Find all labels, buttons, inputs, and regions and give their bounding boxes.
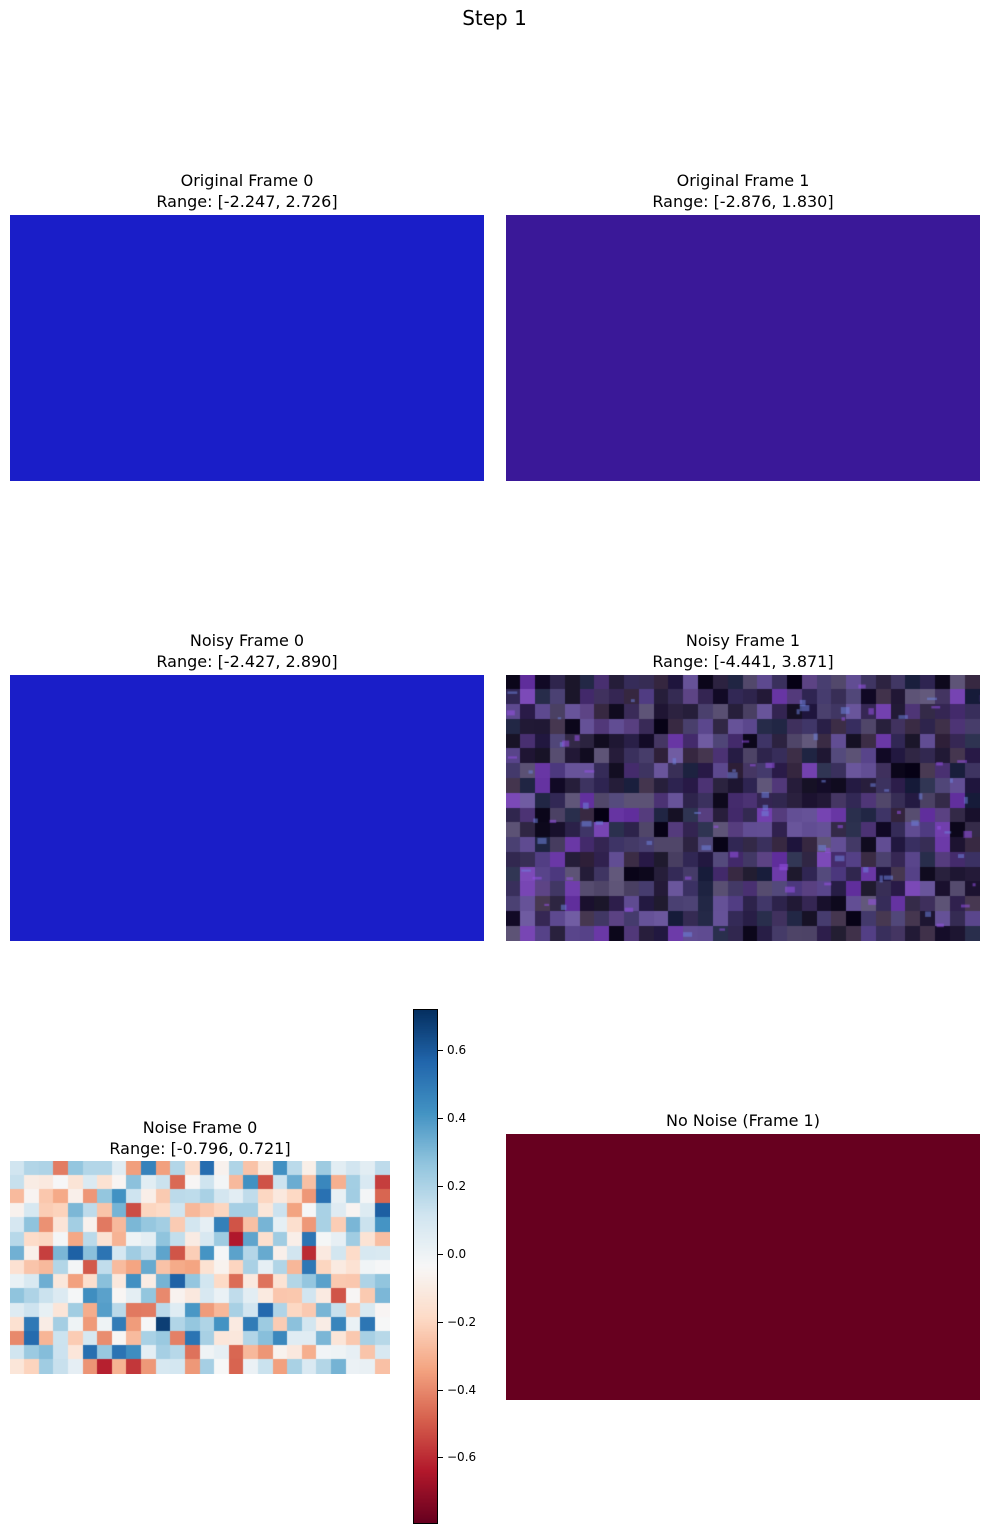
colorbar-tick [438, 1322, 443, 1323]
colorbar-tick-label: −0.6 [447, 1450, 477, 1464]
noise-heatmap [10, 1161, 390, 1374]
panel-range: Range: [-2.876, 1.830] [652, 192, 834, 211]
panel-title: Noisy Frame 1 [685, 631, 801, 650]
colorbar-tick [438, 1457, 443, 1458]
noisy-frame-0-image [10, 675, 484, 941]
panel-title-no-noise: No Noise (Frame 1) [506, 1110, 980, 1131]
panel-title-noisy-frame-1: Noisy Frame 1 Range: [-4.441, 3.871] [506, 630, 980, 672]
original-frame-0-image [10, 215, 484, 481]
no-noise-image [506, 1134, 980, 1400]
colorbar-tick [438, 1186, 443, 1187]
colorbar-tick [438, 1118, 443, 1119]
panel-range: Range: [-4.441, 3.871] [652, 652, 834, 671]
panel-title-noise-frame-0: Noise Frame 0 Range: [-0.796, 0.721] [10, 1117, 390, 1159]
panel-title-original-frame-0: Original Frame 0 Range: [-2.247, 2.726] [10, 170, 484, 212]
panel-range: Range: [-2.247, 2.726] [156, 192, 338, 211]
noisy-frame-1-image [506, 675, 980, 941]
colorbar-tick-label: 0.6 [447, 1043, 467, 1057]
colorbar-tick [438, 1390, 443, 1391]
panel-title: Original Frame 1 [676, 171, 810, 190]
original-frame-1-image [506, 215, 980, 481]
figure-title: Step 1 [462, 6, 527, 30]
colorbar-tick-label: 0.4 [447, 1111, 467, 1125]
colorbar-tick [438, 1254, 443, 1255]
colorbar-tick [438, 1050, 443, 1051]
colorbar-tick-label: −0.2 [447, 1315, 477, 1329]
panel-range: Range: [-0.796, 0.721] [109, 1139, 291, 1158]
panel-title-original-frame-1: Original Frame 1 Range: [-2.876, 1.830] [506, 170, 980, 212]
colorbar-tick-label: −0.4 [447, 1383, 477, 1397]
panel-title: Noise Frame 0 [142, 1118, 258, 1137]
colorbar [413, 1009, 438, 1524]
colorbar-tick-label: 0.2 [447, 1179, 467, 1193]
panel-title: No Noise (Frame 1) [666, 1111, 820, 1130]
panel-title: Original Frame 0 [180, 171, 314, 190]
colorbar-tick-label: 0.0 [447, 1247, 467, 1261]
panel-title: Noisy Frame 0 [189, 631, 305, 650]
panel-title-noisy-frame-0: Noisy Frame 0 Range: [-2.427, 2.890] [10, 630, 484, 672]
panel-range: Range: [-2.427, 2.890] [156, 652, 338, 671]
